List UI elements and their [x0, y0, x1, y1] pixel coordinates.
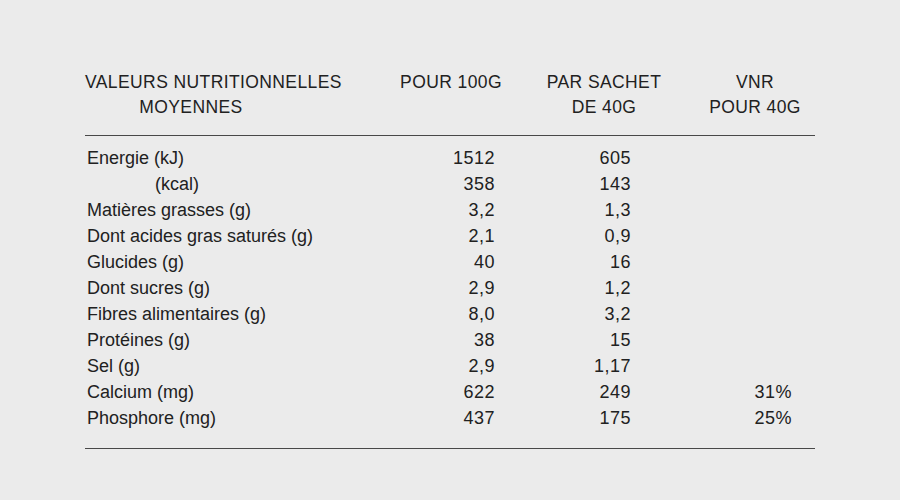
row-label: Matières grasses (g) — [85, 197, 407, 223]
header-values-line1: VALEURS NUTRITIONNELLES — [85, 70, 341, 95]
row-value-per-100g: 3,2 — [407, 197, 495, 223]
table-row: Matières grasses (g)3,21,3 — [85, 197, 815, 223]
row-label: Protéines (g) — [85, 327, 407, 353]
row-label: (kcal) — [85, 171, 407, 197]
row-value-vnr — [631, 301, 792, 327]
row-label: Calcium (mg) — [85, 379, 407, 405]
row-label: Dont sucres (g) — [85, 275, 407, 301]
header-per-sachet: PAR SACHET DE 40G — [547, 70, 662, 120]
row-value-per-100g: 2,9 — [407, 275, 495, 301]
row-value-per-100g: 358 — [407, 171, 495, 197]
row-label: Phosphore (mg) — [85, 405, 407, 431]
row-value-per-100g: 2,9 — [407, 353, 495, 379]
row-value-per-100g: 2,1 — [407, 223, 495, 249]
table-row: Glucides (g)4016 — [85, 249, 815, 275]
row-value-per-sachet: 3,2 — [495, 301, 631, 327]
table-row: Fibres alimentaires (g)8,03,2 — [85, 301, 815, 327]
row-value-vnr — [631, 249, 792, 275]
row-value-vnr — [631, 223, 792, 249]
table-row: (kcal)358143 — [85, 171, 815, 197]
table-row: Sel (g)2,91,17 — [85, 353, 815, 379]
nutrition-table: VALEURS NUTRITIONNELLES MOYENNES POUR 10… — [85, 62, 815, 462]
row-value-per-100g: 1512 — [407, 145, 495, 171]
row-label: Dont acides gras saturés (g) — [85, 223, 407, 249]
row-label: Sel (g) — [85, 353, 407, 379]
row-value-vnr — [631, 327, 792, 353]
header-vnr-line1: VNR — [709, 70, 801, 95]
table-body: Energie (kJ)1512605(kcal)358143Matières … — [85, 145, 815, 431]
row-value-per-sachet: 175 — [495, 405, 631, 431]
table-header-row: VALEURS NUTRITIONNELLES MOYENNES POUR 10… — [85, 62, 815, 135]
row-label: Fibres alimentaires (g) — [85, 301, 407, 327]
header-values-line2: MOYENNES — [85, 95, 297, 120]
row-value-per-sachet: 605 — [495, 145, 631, 171]
row-value-vnr: 25% — [631, 405, 792, 431]
header-vnr: VNR POUR 40G — [709, 70, 801, 120]
row-value-vnr — [631, 197, 792, 223]
row-value-per-100g: 38 — [407, 327, 495, 353]
row-value-per-sachet: 0,9 — [495, 223, 631, 249]
row-label: Glucides (g) — [85, 249, 407, 275]
table-row: Calcium (mg)62224931% — [85, 379, 815, 405]
table-row: Dont sucres (g)2,91,2 — [85, 275, 815, 301]
header-per-sachet-line1: PAR SACHET — [547, 70, 662, 95]
row-value-vnr: 31% — [631, 379, 792, 405]
header-vnr-line2: POUR 40G — [709, 95, 801, 120]
row-value-vnr — [631, 171, 792, 197]
row-value-per-100g: 437 — [407, 405, 495, 431]
table-row: Dont acides gras saturés (g)2,10,9 — [85, 223, 815, 249]
row-value-vnr — [631, 275, 792, 301]
row-value-per-sachet: 16 — [495, 249, 631, 275]
row-value-vnr — [631, 145, 792, 171]
header-per-sachet-line2: DE 40G — [547, 95, 662, 120]
table-row: Phosphore (mg)43717525% — [85, 405, 815, 431]
table-row: Energie (kJ)1512605 — [85, 145, 815, 171]
row-value-vnr — [631, 353, 792, 379]
header-divider-line — [85, 135, 815, 136]
bottom-divider-line — [85, 448, 815, 449]
row-value-per-sachet: 1,2 — [495, 275, 631, 301]
row-value-per-sachet: 15 — [495, 327, 631, 353]
header-per-100g: POUR 100G — [400, 70, 502, 95]
row-value-per-sachet: 143 — [495, 171, 631, 197]
row-value-per-100g: 8,0 — [407, 301, 495, 327]
header-values-column: VALEURS NUTRITIONNELLES MOYENNES — [85, 70, 341, 120]
row-value-per-sachet: 1,17 — [495, 353, 631, 379]
row-value-per-sachet: 249 — [495, 379, 631, 405]
row-value-per-100g: 622 — [407, 379, 495, 405]
row-value-per-sachet: 1,3 — [495, 197, 631, 223]
row-label: Energie (kJ) — [85, 145, 407, 171]
row-value-per-100g: 40 — [407, 249, 495, 275]
table-row: Protéines (g)3815 — [85, 327, 815, 353]
page-background: { "page": { "background_color": "#ebebeb… — [0, 0, 900, 500]
